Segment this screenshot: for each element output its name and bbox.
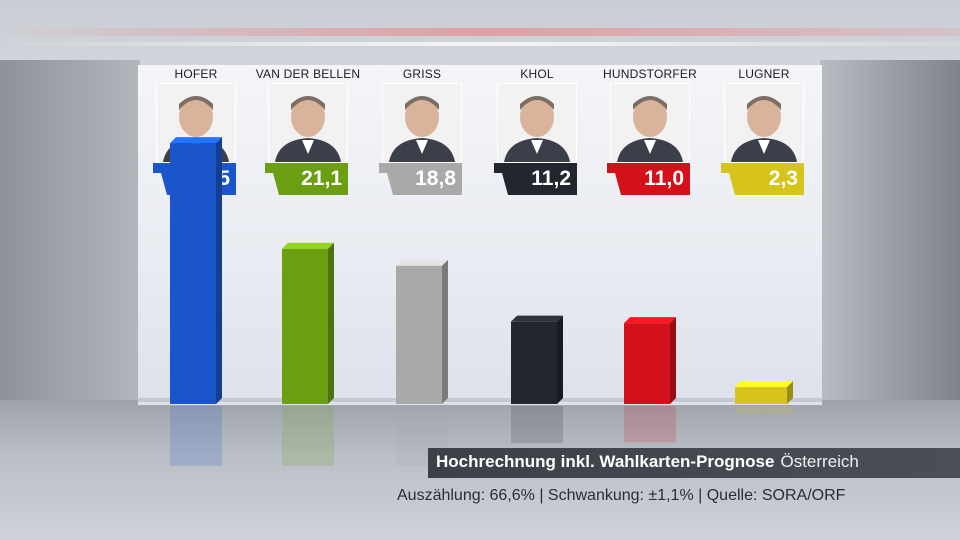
- candidate-photo: [724, 83, 804, 163]
- bar-group: [624, 317, 676, 443]
- bar-reflection: [624, 406, 676, 443]
- bar-group: [735, 381, 793, 414]
- bar: [282, 248, 328, 404]
- left-wall: [0, 60, 140, 460]
- value-label: 18,8: [400, 163, 462, 195]
- bar-reflection: [735, 406, 793, 414]
- chart-footnote: Auszählung: 66,6% | Schwankung: ±1,1% | …: [397, 487, 846, 504]
- bar-side: [787, 381, 793, 404]
- portrait-icon: [725, 84, 803, 162]
- bar: [170, 143, 216, 404]
- bar-side: [442, 259, 448, 404]
- bar-reflection: [282, 406, 334, 466]
- light-streak: [0, 42, 960, 46]
- portrait-icon: [611, 84, 689, 162]
- bar-top: [282, 242, 334, 249]
- candidate-photo: [610, 83, 690, 163]
- light-streak: [0, 28, 960, 36]
- bar-top: [511, 315, 563, 322]
- chart-region: Österreich: [780, 452, 859, 471]
- bar-group: [396, 259, 448, 466]
- candidate-name: HUNDSTORFER: [603, 67, 697, 81]
- portrait-icon: [269, 84, 347, 162]
- info-bar: [428, 448, 960, 478]
- candidate-name: HOFER: [174, 67, 218, 81]
- bar: [735, 387, 787, 404]
- value-badge-tab: [379, 163, 401, 195]
- bar-side: [216, 137, 222, 404]
- candidate-photo: [268, 83, 348, 163]
- floor-edge: [138, 398, 822, 402]
- bar-side: [670, 317, 676, 404]
- candidate-name: LUGNER: [738, 67, 790, 81]
- chart-panel: [138, 65, 822, 405]
- bar-reflection: [170, 406, 222, 466]
- candidate-photo: [382, 83, 462, 163]
- bar-top: [396, 259, 448, 266]
- bar-top: [624, 317, 676, 324]
- bar-group: [170, 137, 222, 466]
- candidate-name: VAN DER BELLEN: [255, 67, 361, 81]
- bar-reflection: [511, 406, 563, 444]
- bar-side: [557, 315, 563, 404]
- bar-side: [328, 242, 334, 404]
- bar-group: [511, 315, 563, 444]
- chart-title-text: Hochrechnung inkl. Wahlkarten-Prognose: [436, 452, 775, 471]
- bar: [396, 265, 442, 404]
- candidate-name: KHOL: [520, 67, 554, 81]
- bar-top: [170, 137, 222, 144]
- value-badge-tab: [607, 163, 629, 195]
- bar-group: [282, 242, 334, 466]
- bar: [624, 323, 670, 404]
- value-label: 21,1: [286, 163, 348, 195]
- value-badge-tab: [265, 163, 287, 195]
- value-label: 11,2: [515, 163, 577, 195]
- right-wall: [820, 60, 960, 460]
- bar-top: [735, 381, 793, 388]
- chart-title: Hochrechnung inkl. Wahlkarten-Prognose Ös…: [436, 452, 859, 472]
- candidate-name: GRISS: [402, 67, 442, 81]
- value-badge-tab: [494, 163, 516, 195]
- value-badge-tab: [721, 163, 743, 195]
- portrait-icon: [498, 84, 576, 162]
- bar: [511, 321, 557, 404]
- value-badge-tab: [153, 163, 175, 195]
- candidate-photo: [497, 83, 577, 163]
- value-label: 11,0: [628, 163, 690, 195]
- portrait-icon: [383, 84, 461, 162]
- value-label: 2,3: [742, 163, 804, 195]
